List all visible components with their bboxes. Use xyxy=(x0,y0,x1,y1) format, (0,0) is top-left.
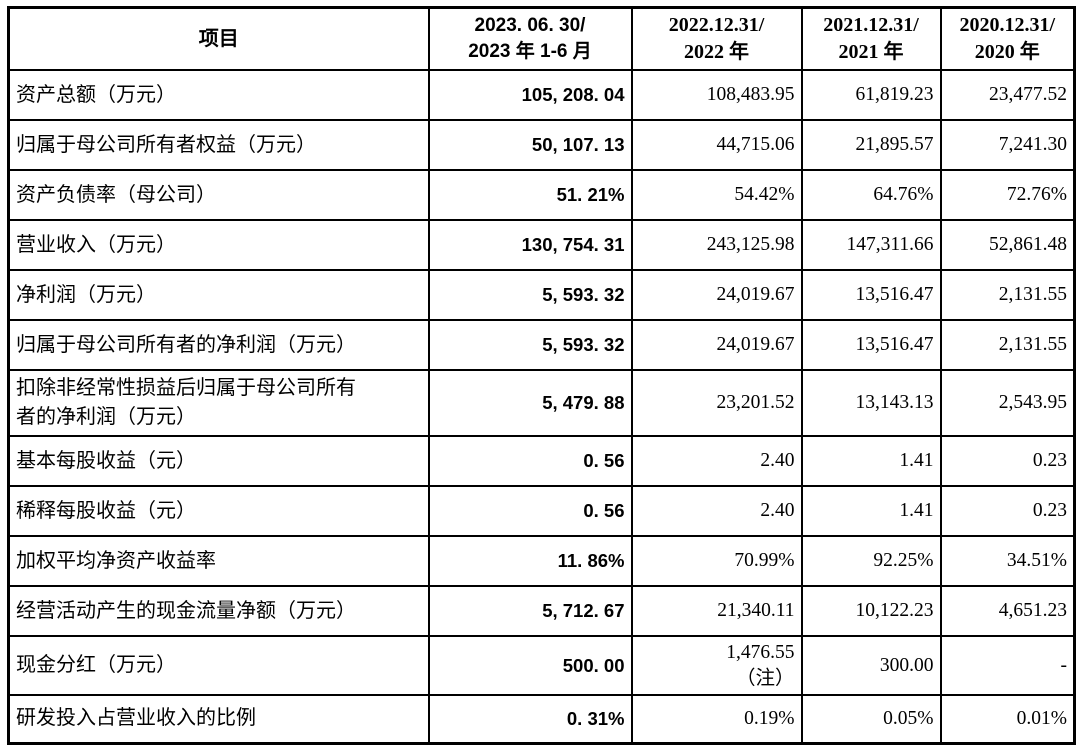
table-row: 加权平均净资产收益率 11. 86% 70.99% 92.25% 34.51% xyxy=(7,535,1076,587)
row-label-cell: 资产总额（万元） xyxy=(7,69,430,121)
value-cell: 2,131.55 xyxy=(939,269,1076,321)
row-label-cell: 营业收入（万元） xyxy=(7,219,430,271)
value-cell: 500. 00 xyxy=(427,635,633,696)
value-cell: 1,476.55 （注） xyxy=(630,635,803,696)
value-cell: 51. 21% xyxy=(427,169,633,221)
row-label-cell: 稀释每股收益（元） xyxy=(7,485,430,537)
row-label-cell: 加权平均净资产收益率 xyxy=(7,535,430,587)
value-cell: 0.23 xyxy=(939,485,1076,537)
value-cell: 13,516.47 xyxy=(800,319,942,371)
value-cell: 72.76% xyxy=(939,169,1076,221)
value-cell: 11. 86% xyxy=(427,535,633,587)
table-row: 归属于母公司所有者权益（万元） 50, 107. 13 44,715.06 21… xyxy=(7,119,1076,171)
table-row: 现金分红（万元） 500. 00 1,476.55 （注） 300.00 - xyxy=(7,635,1076,696)
value-cell: 44,715.06 xyxy=(630,119,803,171)
value-cell: 2,131.55 xyxy=(939,319,1076,371)
value-cell: 108,483.95 xyxy=(630,69,803,121)
table-row: 资产总额（万元） 105, 208. 04 108,483.95 61,819.… xyxy=(7,69,1076,121)
value-cell: - xyxy=(939,635,1076,696)
value-cell: 1.41 xyxy=(800,435,942,487)
value-cell: 147,311.66 xyxy=(800,219,942,271)
column-header-2020: 2020.12.31/ 2020 年 xyxy=(939,6,1076,71)
value-cell: 2.40 xyxy=(630,485,803,537)
value-cell: 10,122.23 xyxy=(800,585,942,637)
row-label-cell: 净利润（万元） xyxy=(7,269,430,321)
row-label-cell: 扣除非经常性损益后归属于母公司所有 者的净利润（万元） xyxy=(7,369,430,437)
value-cell: 0. 56 xyxy=(427,485,633,537)
value-cell: 61,819.23 xyxy=(800,69,942,121)
value-cell: 0. 31% xyxy=(427,694,633,744)
value-cell: 13,143.13 xyxy=(800,369,942,437)
value-cell: 5, 593. 32 xyxy=(427,269,633,321)
value-cell: 0.23 xyxy=(939,435,1076,487)
value-cell: 24,019.67 xyxy=(630,269,803,321)
table-row: 资产负债率（母公司） 51. 21% 54.42% 64.76% 72.76% xyxy=(7,169,1076,221)
table-row: 扣除非经常性损益后归属于母公司所有 者的净利润（万元） 5, 479. 88 2… xyxy=(7,369,1076,437)
table-row: 研发投入占营业收入的比例 0. 31% 0.19% 0.05% 0.01% xyxy=(7,694,1076,744)
table-row: 归属于母公司所有者的净利润（万元） 5, 593. 32 24,019.67 1… xyxy=(7,319,1076,371)
row-label-cell: 归属于母公司所有者权益（万元） xyxy=(7,119,430,171)
row-label-cell: 现金分红（万元） xyxy=(7,635,430,696)
row-label-cell: 经营活动产生的现金流量净额（万元） xyxy=(7,585,430,637)
value-cell: 24,019.67 xyxy=(630,319,803,371)
value-cell: 130, 754. 31 xyxy=(427,219,633,271)
table-row: 净利润（万元） 5, 593. 32 24,019.67 13,516.47 2… xyxy=(7,269,1076,321)
value-cell: 300.00 xyxy=(800,635,942,696)
value-cell: 52,861.48 xyxy=(939,219,1076,271)
row-label-cell: 基本每股收益（元） xyxy=(7,435,430,487)
row-label-cell: 归属于母公司所有者的净利润（万元） xyxy=(7,319,430,371)
column-header-item: 项目 xyxy=(7,6,430,71)
value-cell: 21,340.11 xyxy=(630,585,803,637)
value-cell: 70.99% xyxy=(630,535,803,587)
value-cell: 2,543.95 xyxy=(939,369,1076,437)
column-header-2022: 2022.12.31/ 2022 年 xyxy=(630,6,803,71)
value-cell: 50, 107. 13 xyxy=(427,119,633,171)
header-row: 项目 2023. 06. 30/ 2023 年 1-6 月 2022.12.31… xyxy=(7,6,1076,71)
table-row: 稀释每股收益（元） 0. 56 2.40 1.41 0.23 xyxy=(7,485,1076,537)
value-cell: 7,241.30 xyxy=(939,119,1076,171)
value-cell: 21,895.57 xyxy=(800,119,942,171)
value-cell: 2.40 xyxy=(630,435,803,487)
table-row: 基本每股收益（元） 0. 56 2.40 1.41 0.23 xyxy=(7,435,1076,487)
value-cell: 1.41 xyxy=(800,485,942,537)
value-cell: 0.19% xyxy=(630,694,803,744)
value-cell: 23,477.52 xyxy=(939,69,1076,121)
value-cell: 92.25% xyxy=(800,535,942,587)
financial-summary-table: 项目 2023. 06. 30/ 2023 年 1-6 月 2022.12.31… xyxy=(7,6,1076,745)
table-row: 经营活动产生的现金流量净额（万元） 5, 712. 67 21,340.11 1… xyxy=(7,585,1076,637)
value-cell: 5, 479. 88 xyxy=(427,369,633,437)
value-cell: 0. 56 xyxy=(427,435,633,487)
value-cell: 54.42% xyxy=(630,169,803,221)
value-cell: 34.51% xyxy=(939,535,1076,587)
value-cell: 0.01% xyxy=(939,694,1076,744)
value-cell: 13,516.47 xyxy=(800,269,942,321)
value-cell: 0.05% xyxy=(800,694,942,744)
value-cell: 23,201.52 xyxy=(630,369,803,437)
value-cell: 5, 712. 67 xyxy=(427,585,633,637)
column-header-2023h1: 2023. 06. 30/ 2023 年 1-6 月 xyxy=(427,6,633,71)
value-cell: 243,125.98 xyxy=(630,219,803,271)
value-cell: 105, 208. 04 xyxy=(427,69,633,121)
row-label-cell: 研发投入占营业收入的比例 xyxy=(7,694,430,744)
column-header-2021: 2021.12.31/ 2021 年 xyxy=(800,6,942,71)
row-label-cell: 资产负债率（母公司） xyxy=(7,169,430,221)
value-cell: 64.76% xyxy=(800,169,942,221)
value-cell: 5, 593. 32 xyxy=(427,319,633,371)
table-row: 营业收入（万元） 130, 754. 31 243,125.98 147,311… xyxy=(7,219,1076,271)
value-cell: 4,651.23 xyxy=(939,585,1076,637)
